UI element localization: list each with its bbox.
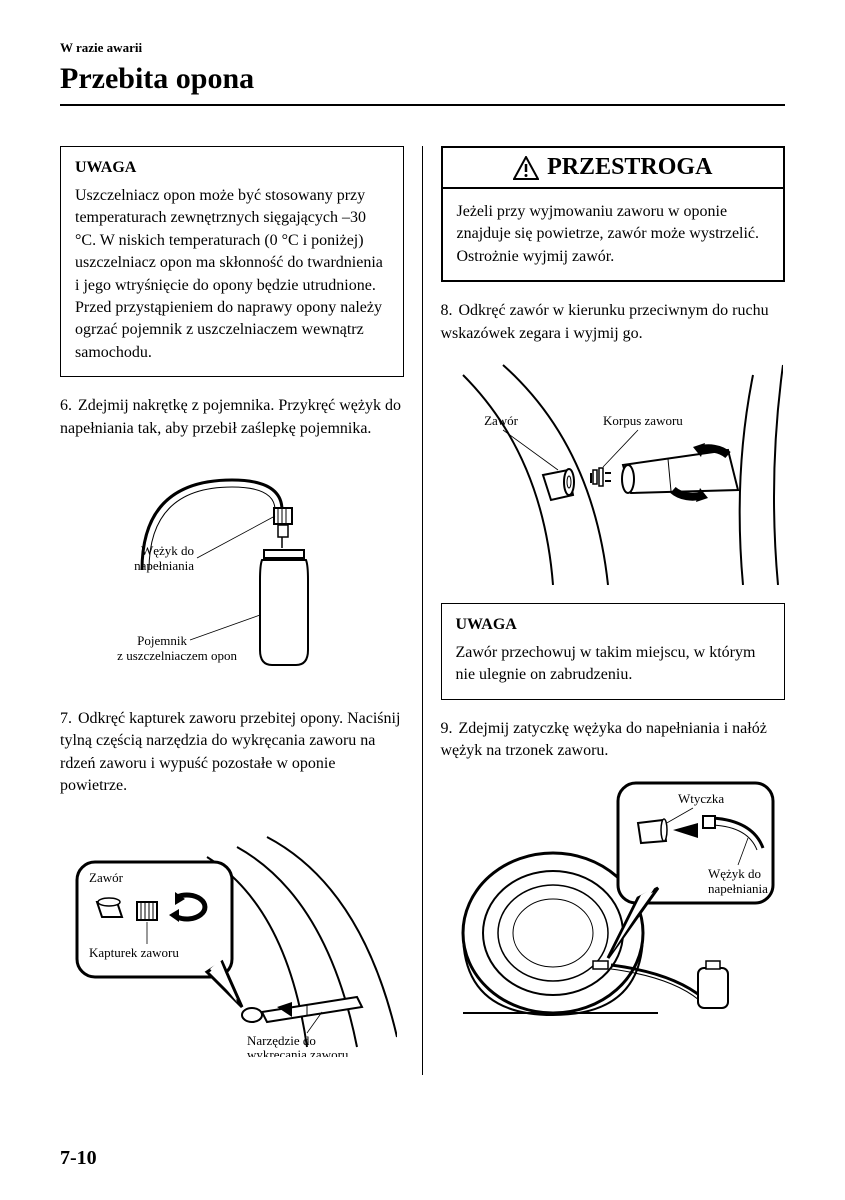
content-columns: UWAGA Uszczelniacz opon może być stosowa… (60, 146, 785, 1075)
step-text: Zdejmij zatyczkę wężyka do napełniania i… (441, 720, 767, 759)
header: W razie awarii Przebita opona (60, 40, 785, 106)
figure-9: Wtyczka Wężyk do napełniania (441, 773, 786, 1018)
step-text: Odkręć kapturek zaworu przebitej opony. … (60, 710, 400, 794)
note-title: UWAGA (456, 616, 771, 634)
note-title: UWAGA (75, 159, 389, 177)
label-container: Pojemnik (137, 633, 187, 648)
step-text: Odkręć zawór w kierunku przeciwnym do ru… (441, 302, 769, 341)
label-container-2: z uszczelniaczem opon (117, 648, 237, 663)
left-column: UWAGA Uszczelniacz opon może być stosowa… (60, 146, 423, 1075)
step-8: 8.Odkręć zawór w kierunku przeciwnym do … (441, 300, 786, 345)
label-hose: Wężyk do (141, 543, 194, 558)
note-body: Uszczelniacz opon może być stosowany prz… (75, 185, 389, 364)
step-7: 7.Odkręć kapturek zaworu przebitej opony… (60, 708, 404, 798)
page-number: 7-10 (60, 1147, 97, 1170)
label-valve: Zawór (484, 413, 519, 428)
label-tool: Narzędzie do (247, 1033, 316, 1048)
right-column: PRZESTROGA Jeżeli przy wyjmowaniu zaworu… (423, 146, 786, 1075)
step-text: Zdejmij nakrętkę z pojemnika. Przykręć w… (60, 397, 401, 436)
page-title: Przebita opona (60, 62, 785, 106)
step-9: 9.Zdejmij zatyczkę wężyka do napełniania… (441, 718, 786, 763)
figure-7: Zawór Kapturek zaworu (60, 807, 404, 1057)
caution-title: PRZESTROGA (547, 154, 712, 181)
step-number: 7. (60, 708, 78, 730)
figure-6-container: Wężyk do napełniania Pojemnik z uszczeln… (60, 450, 404, 690)
label-cap: Kapturek zaworu (89, 945, 179, 960)
note-box-1: UWAGA Uszczelniacz opon może być stosowa… (60, 146, 404, 377)
figure-6: Wężyk do napełniania Pojemnik z uszczeln… (82, 450, 382, 690)
label-body: Korpus zaworu (603, 413, 683, 428)
figure-8: Zawór Korpus zaworu (441, 355, 786, 585)
breadcrumb: W razie awarii (60, 40, 785, 56)
label-valve: Zawór (89, 870, 124, 885)
note-box-2: UWAGA Zawór przechowuj w takim miejscu, … (441, 603, 786, 700)
step-number: 8. (441, 300, 459, 322)
label-hose: Wężyk do (708, 866, 761, 881)
figure-9-svg: Wtyczka Wężyk do napełniania (443, 773, 783, 1018)
figure-8-svg: Zawór Korpus zaworu (443, 355, 783, 585)
note-body: Zawór przechowuj w takim miejscu, w któr… (456, 642, 771, 687)
label-hose-2: napełniania (708, 881, 768, 896)
label-plug: Wtyczka (678, 791, 724, 806)
step-6: 6.Zdejmij nakrętkę z pojemnika. Przykręć… (60, 395, 404, 440)
caution-body: Jeżeli przy wyjmowaniu zaworu w oponie z… (443, 189, 784, 280)
label-tool-2: wykręcania zaworu (247, 1047, 349, 1057)
caution-box: PRZESTROGA Jeżeli przy wyjmowaniu zaworu… (441, 146, 786, 282)
label-hose-2: napełniania (134, 558, 194, 573)
step-number: 6. (60, 395, 78, 417)
figure-7-svg: Zawór Kapturek zaworu (67, 807, 397, 1057)
warning-icon (513, 156, 539, 180)
caution-header: PRZESTROGA (443, 148, 784, 189)
step-number: 9. (441, 718, 459, 740)
